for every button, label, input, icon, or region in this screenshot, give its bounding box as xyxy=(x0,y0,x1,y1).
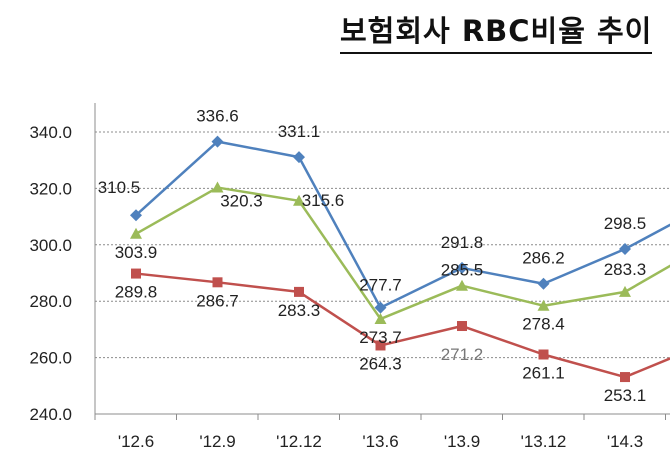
data-point xyxy=(293,194,305,206)
data-point xyxy=(619,285,631,297)
x-tick-label: '13.6 xyxy=(362,432,398,451)
x-tick-label: '12.9 xyxy=(199,432,235,451)
x-tick-label: '14.3 xyxy=(607,432,643,451)
data-label: 277.7 xyxy=(359,276,402,295)
data-point xyxy=(211,135,224,148)
axis-layer: 240.0 260.0 280.0 300.0 320.0 340.0 '12.6 '12.9… xyxy=(29,103,670,451)
chart-title: 보험회사 RBC비율 추이 xyxy=(340,8,653,54)
series-layer xyxy=(130,135,670,383)
data-point xyxy=(538,349,549,360)
data-point xyxy=(374,301,387,314)
series-line-1 xyxy=(135,186,670,321)
data-point xyxy=(211,181,224,193)
y-tick-label: 280.0 xyxy=(29,292,72,311)
data-label: 273.7 xyxy=(359,328,402,347)
data-label: 264.3 xyxy=(359,354,402,373)
data-label: 283.3 xyxy=(278,301,321,320)
series-line-0 xyxy=(135,140,670,309)
data-point xyxy=(294,286,304,297)
data-label: 315.6 xyxy=(302,191,345,210)
data-label: 285.5 xyxy=(441,261,484,280)
x-tick-label: '13.9 xyxy=(444,432,480,451)
data-point xyxy=(374,312,387,324)
data-point xyxy=(131,268,141,279)
data-label: 331.1 xyxy=(278,122,321,141)
data-point xyxy=(537,277,550,290)
data-point xyxy=(212,277,223,288)
data-label: 310.5 xyxy=(98,178,141,197)
data-label: 298.5 xyxy=(604,214,647,233)
label-layer: 310.5 336.6 331.1 277.7 291.8 286.2 298.5 303.9… xyxy=(98,107,647,405)
data-label: 278.4 xyxy=(522,315,565,334)
x-tick-label: '13.12 xyxy=(521,432,567,451)
data-point xyxy=(130,209,142,222)
data-point xyxy=(537,299,550,311)
data-label: 286.2 xyxy=(522,249,565,268)
data-point xyxy=(456,261,468,274)
y-tick-label: 300.0 xyxy=(29,236,72,255)
data-label: 261.1 xyxy=(522,363,565,382)
y-tick-label: 340.0 xyxy=(29,123,72,142)
data-label: 289.8 xyxy=(115,283,158,302)
y-tick-label: 240.0 xyxy=(29,405,72,424)
data-label: 271.2 xyxy=(441,345,484,364)
data-point xyxy=(456,279,468,291)
data-label: 303.9 xyxy=(115,243,158,262)
x-tick-label: '12.12 xyxy=(276,432,322,451)
series-line-2 xyxy=(135,272,670,379)
data-label: 253.1 xyxy=(604,386,647,405)
data-point xyxy=(375,340,386,351)
data-label: 286.7 xyxy=(196,291,239,310)
data-point xyxy=(619,243,631,256)
data-point xyxy=(457,321,467,332)
data-point xyxy=(130,227,142,239)
data-point xyxy=(620,372,630,383)
x-tick-label: '12.6 xyxy=(118,432,154,451)
y-tick-label: 320.0 xyxy=(29,179,72,198)
y-tick-label: 260.0 xyxy=(29,349,72,368)
data-point xyxy=(293,151,305,164)
data-label: 320.3 xyxy=(220,192,263,211)
data-label: 291.8 xyxy=(441,233,484,252)
data-label: 283.3 xyxy=(604,260,647,279)
data-label: 336.6 xyxy=(196,107,239,126)
